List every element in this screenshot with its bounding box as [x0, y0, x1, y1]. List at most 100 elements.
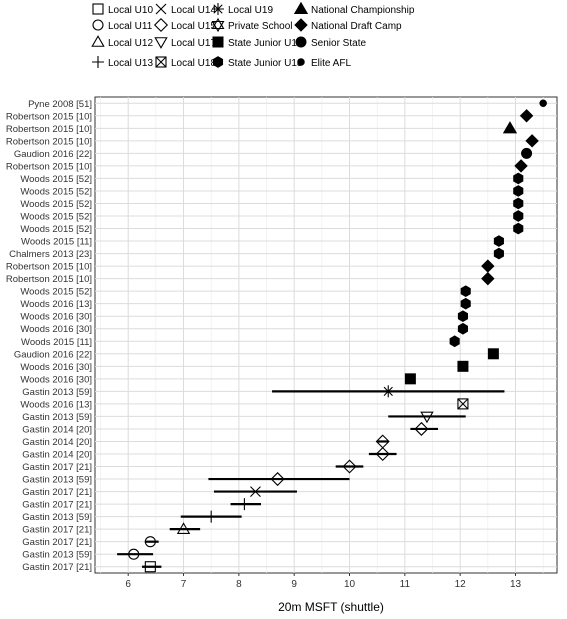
legend-key [297, 58, 305, 66]
legend-item: Local U13 [92, 56, 153, 69]
y-tick-label: Robertson 2015 [10] [6, 136, 92, 147]
y-tick-label: Chalmers 2013 [23] [9, 249, 92, 260]
data-point [238, 498, 251, 511]
x-axis-title: 20m MSFT (shuttle) [278, 600, 384, 614]
y-tick-label: Woods 2015 [52] [20, 174, 92, 185]
data-point [457, 360, 469, 372]
y-tick-label: Gaudion 2016 [22] [14, 349, 92, 360]
y-tick-label: Gastin 2013 [59] [22, 550, 92, 561]
legend-label: Local U13 [108, 58, 153, 69]
x-axis: 6 7 8 9 10 11 12 13 [125, 573, 522, 590]
data-point [502, 121, 518, 134]
data-point [513, 197, 524, 210]
legend-key [92, 3, 104, 15]
y-tick-label: Woods 2015 [11] [21, 237, 92, 248]
data-point [144, 536, 156, 548]
data-point [493, 235, 504, 247]
legend-key [295, 36, 307, 48]
y-tick-label: Gastin 2014 [20] [22, 450, 92, 461]
x-tick-label: 12 [455, 579, 467, 590]
y-tick-label: Woods 2015 [52] [20, 186, 92, 197]
data-point [493, 247, 504, 260]
legend-item: Elite AFL [297, 58, 351, 69]
y-tick-label: Robertson 2015 [10] [6, 161, 92, 172]
legend-key [155, 3, 167, 15]
legend-key [154, 37, 168, 49]
data-point [513, 172, 524, 185]
plot-panel [94, 96, 558, 574]
y-tick-label: Pyne 2008 [51] [28, 99, 92, 110]
data-point [514, 159, 528, 173]
x-tick-label: 7 [181, 579, 187, 590]
legend-key [212, 36, 224, 48]
legend-label: Local U14 [171, 5, 216, 16]
legend: Local U10 Local U11 Local U12 Local U13 Loca… [91, 1, 415, 69]
y-tick-label: Gastin 2017 [21] [22, 487, 92, 498]
y-axis-labels: Pyne 2008 [51]Robertson 2015 [10]Roberts… [6, 99, 92, 573]
legend-item: National Championship [293, 1, 415, 16]
legend-key [153, 17, 169, 33]
y-tick-label: Gastin 2017 [21] [22, 462, 92, 473]
data-point [457, 398, 469, 410]
legend-item: Local U18 [155, 56, 216, 69]
data-point [513, 222, 524, 235]
legend-item: Local U19 [212, 3, 273, 16]
x-tick-label: 13 [510, 579, 522, 590]
y-tick-label: Woods 2016 [30] [20, 362, 92, 373]
x-tick-label: 8 [236, 579, 242, 590]
data-point [519, 109, 534, 123]
data-point [382, 385, 395, 398]
y-tick-label: Robertson 2015 [10] [6, 111, 92, 122]
y-tick-label: Gastin 2014 [20] [22, 437, 92, 448]
legend-label: Elite AFL [311, 58, 351, 69]
legend-item: Local U12 [91, 35, 153, 49]
data-point [539, 99, 547, 108]
data-point [513, 210, 524, 222]
y-tick-label: Gaudion 2016 [22] [14, 149, 92, 160]
y-tick-label: Gastin 2017 [21] [22, 537, 92, 548]
data-point [525, 134, 539, 148]
legend-item: State Junior U16 [212, 36, 303, 49]
legend-key [91, 35, 105, 47]
data-point [460, 297, 471, 310]
legend-item: Local U10 [92, 3, 153, 16]
data-point [404, 373, 416, 385]
y-tick-label: Woods 2015 [52] [20, 224, 92, 235]
x-tick-label: 11 [400, 579, 411, 590]
y-tick-label: Woods 2016 [13] [20, 399, 92, 410]
x-tick-label: 6 [125, 579, 131, 590]
legend-label: Local U19 [228, 5, 273, 16]
y-tick-label: Gastin 2017 [21] [22, 500, 92, 511]
legend-label: Local U17 [171, 38, 216, 49]
legend-item: National Draft Camp [294, 18, 402, 32]
legend-label: Local U15 [171, 21, 216, 32]
legend-key [294, 18, 308, 32]
legend-item: Private School [211, 17, 292, 33]
y-tick-label: Gastin 2013 [59] [22, 512, 92, 523]
data-point [457, 322, 468, 335]
data-point [144, 561, 156, 573]
y-tick-label: Robertson 2015 [10] [6, 262, 92, 273]
data-point [420, 411, 434, 424]
data-point [460, 285, 471, 297]
y-tick-label: Gastin 2017 [21] [22, 525, 92, 536]
data-point [205, 510, 218, 523]
legend-item: State Junior U18 [212, 56, 303, 69]
data-point [449, 335, 460, 348]
legend-label: National Championship [311, 5, 415, 16]
y-tick-label: Gastin 2013 [59] [22, 475, 92, 486]
legend-label: Local U18 [171, 58, 216, 69]
legend-key [155, 56, 167, 68]
legend-label: National Draft Camp [311, 21, 402, 32]
x-tick-label: 9 [291, 579, 297, 590]
legend-item: Senior State [295, 36, 366, 49]
x-tick-label: 10 [344, 579, 356, 590]
y-tick-label: Woods 2015 [52] [20, 287, 92, 298]
data-point [481, 271, 495, 286]
y-tick-label: Robertson 2015 [10] [6, 124, 92, 135]
y-tick-label: Woods 2016 [30] [20, 312, 92, 323]
legend-label: State Junior U18 [228, 58, 303, 69]
data-point [342, 459, 357, 474]
y-tick-label: Gastin 2014 [20] [22, 424, 92, 435]
